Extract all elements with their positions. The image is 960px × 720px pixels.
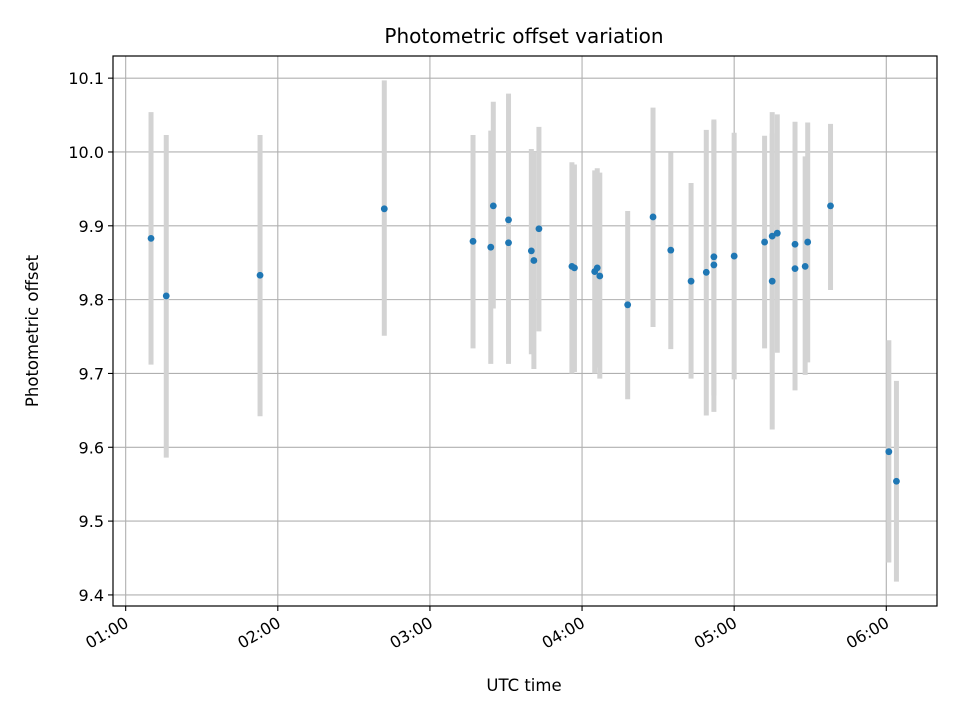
data-point	[667, 246, 675, 254]
data-point	[505, 216, 512, 224]
x-axis-label: UTC time	[486, 676, 561, 695]
data-point	[827, 202, 834, 210]
data-point	[505, 239, 512, 247]
data-point	[487, 243, 495, 251]
y-tick-label: 9.6	[79, 438, 104, 457]
data-point	[804, 238, 812, 246]
data-point	[768, 277, 776, 285]
data-point	[687, 277, 695, 285]
data-point	[469, 237, 477, 245]
data-point	[730, 252, 738, 260]
data-point	[162, 292, 170, 300]
data-point	[380, 205, 388, 213]
data-point	[702, 268, 710, 276]
data-point	[489, 202, 497, 210]
chart-title: Photometric offset variation	[384, 24, 663, 48]
y-tick-label: 10.0	[68, 143, 104, 162]
data-point	[527, 247, 535, 255]
data-point	[791, 240, 799, 248]
y-tick-label: 9.9	[79, 217, 104, 236]
y-tick-label: 9.5	[79, 512, 104, 531]
y-axis-label: Photometric offset	[23, 254, 42, 407]
y-tick-label: 9.8	[79, 291, 104, 310]
data-point	[596, 272, 604, 280]
data-point	[893, 477, 900, 485]
data-point	[801, 263, 809, 270]
data-point	[624, 301, 632, 309]
plot-frame	[112, 55, 938, 607]
data-point	[773, 229, 781, 237]
data-point	[768, 232, 776, 240]
data-point	[535, 225, 543, 233]
y-tick-label: 9.4	[79, 586, 104, 605]
data-point	[761, 238, 768, 246]
data-point	[710, 261, 718, 269]
data-point	[256, 271, 264, 279]
data-points	[147, 202, 900, 485]
data-point	[649, 213, 657, 221]
y-tick-label: 9.7	[79, 364, 104, 383]
data-point	[593, 264, 601, 272]
data-point	[530, 257, 538, 264]
data-point	[710, 253, 718, 261]
y-axis-ticks: 9.4 9.5 9.6 9.7 9.8 9.9 10.0 10.1	[68, 69, 113, 605]
data-point	[791, 265, 799, 273]
data-point	[885, 448, 893, 456]
data-point	[571, 264, 578, 272]
y-tick-label: 10.1	[68, 69, 104, 88]
data-point	[147, 234, 155, 242]
